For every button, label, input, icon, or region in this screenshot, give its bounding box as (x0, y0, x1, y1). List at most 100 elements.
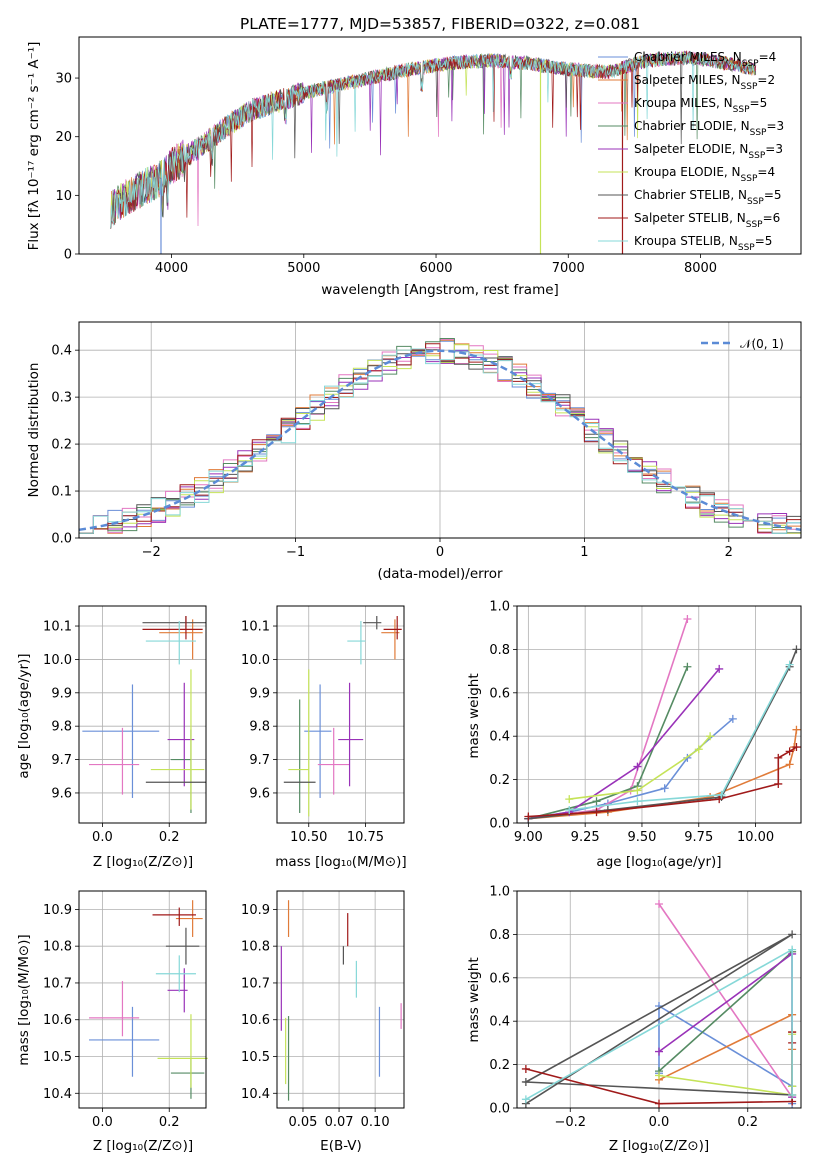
x-tick-label: 0.0 (92, 1115, 113, 1130)
x-tick-label: 0.07 (325, 1115, 354, 1130)
residual-ticks: −2 −1 0 1 2 0.0 0.1 0.2 0.3 0.4 (51, 344, 733, 560)
spectrum-legend-label-chabrier_stelib: Chabrier STELIB, NSSP=5 (634, 188, 782, 207)
weight-marker-kroupa_stelib (521, 1095, 530, 1104)
mass-vs-ebv-panel: E(B-V) 0.05 0.07 0.10 10.4 10.5 10.6 10.7 10.8 1… (241, 890, 405, 1154)
weight-marker-salpeter_stelib (715, 795, 724, 804)
y-tick-label: 10 (55, 189, 72, 204)
weight-marker-chabrier_miles (728, 714, 737, 723)
x-tick-label: 6000 (419, 261, 452, 276)
spectrum-ylabel: Flux [fλ 10⁻¹⁷ erg cm⁻² s⁻¹ A⁻¹] (26, 42, 42, 251)
x-tick-label: 0.2 (737, 1115, 758, 1130)
y-tick-label: 10.5 (241, 1050, 270, 1065)
residual-legend: 𝒩(0, 1) (701, 337, 784, 351)
y-tick-label: 10.6 (43, 1013, 72, 1028)
y-tick-label: 9.8 (249, 720, 270, 735)
weight-marker-salpeter_miles (785, 760, 794, 769)
legend-subscript: SSP (742, 59, 759, 69)
x-tick-label: 0.0 (92, 830, 113, 845)
spectrum-legend-label-salpeter_miles: Salpeter MILES, NSSP=2 (634, 73, 775, 92)
residual-histograms (78, 338, 802, 534)
weight-marker-chabrier_stelib (521, 1077, 530, 1086)
weight-marker-chabrier_elodie (683, 662, 692, 671)
y-tick-label: 10.4 (43, 1087, 72, 1102)
y-tick-label: 0.2 (489, 1058, 510, 1073)
weight-line-kroupa_miles (658, 903, 793, 1098)
weight-marker-kroupa_stelib (717, 790, 726, 799)
weight-line-chabrier_stelib (523, 933, 793, 1105)
spectrum-legend-label-kroupa_miles: Kroupa MILES, NSSP=5 (634, 96, 767, 115)
y-tick-label: 10.5 (43, 1050, 72, 1065)
axes-frame (276, 890, 405, 1109)
legend-subscript: SSP (738, 243, 755, 253)
spectrum-legend-label-kroupa_elodie: Kroupa ELODIE, NSSP=4 (634, 165, 775, 184)
x-tick-label: 7000 (552, 261, 585, 276)
x-tick-label: 9.25 (571, 830, 600, 845)
x-tick-label: −1 (286, 545, 305, 560)
legend-count: =4 (759, 50, 777, 64)
weight-line-salpeter_miles (658, 1013, 793, 1081)
mass-vs-z-panel: mass [log₁₀(M/M⊙)] Z [log₁₀(Z/Z⊙)] 0.0 0.… (16, 890, 208, 1154)
weight-marker-salpeter_stelib (521, 1064, 530, 1073)
weight-marker-chabrier_stelib (792, 645, 801, 654)
y-tick-label: 10.9 (43, 903, 72, 918)
legend-count: =6 (763, 211, 781, 225)
y-tick-label: 10.6 (241, 1013, 270, 1028)
residual-legend-label: 𝒩(0, 1) (740, 337, 784, 351)
weight-marker-salpeter_elodie (633, 762, 642, 771)
x-tick-label: 10.00 (737, 830, 774, 845)
weight-line-kroupa_stelib (569, 664, 791, 811)
x-tick-label: 0.2 (159, 1115, 180, 1130)
weight-line-chabrier_stelib (528, 649, 798, 820)
age-vs-z-panel: age [log₁₀(age/yr)] Z [log₁₀(Z/Z⊙)] 0.0 0… (16, 605, 207, 870)
legend-count: =5 (764, 188, 782, 202)
axes-frame (78, 605, 207, 824)
legend-subscript: SSP (733, 105, 750, 115)
x-tick-label: 0 (436, 545, 444, 560)
x-tick-label: 10.75 (347, 830, 384, 845)
legend-subscript: SSP (746, 220, 763, 230)
legend-count: =3 (765, 142, 783, 156)
y-tick-label: 9.9 (249, 686, 270, 701)
residual-panel: −2 −1 0 1 2 0.0 0.1 0.2 0.3 0.4 (data-model)/erro… (26, 321, 802, 582)
y-tick-label: 0.1 (51, 485, 72, 500)
y-tick-label: 1.0 (489, 600, 510, 615)
x-tick-label: 2 (725, 545, 733, 560)
weight-marker-salpeter_miles (792, 725, 801, 734)
spectrum-legend-label-chabrier_elodie: Chabrier ELODIE, NSSP=3 (634, 119, 784, 138)
weight-marker-kroupa_elodie (706, 732, 715, 741)
weight-marker-salpeter_stelib (774, 753, 783, 762)
y-tick-label: 0.2 (51, 438, 72, 453)
y-tick-label: 0.8 (489, 928, 510, 943)
weight-marker-salpeter_stelib (655, 1099, 663, 1108)
weight-marker-salpeter_stelib (774, 779, 783, 788)
spectrum-ticks: 4000 5000 6000 7000 8000 0 10 20 30 (55, 72, 717, 276)
y-tick-label: 0.4 (489, 730, 510, 745)
weight-line-salpeter_elodie (658, 952, 793, 1098)
y-tick-label: 10.1 (43, 620, 72, 635)
weight-marker-kroupa_elodie (633, 786, 642, 795)
residual-xlabel: (data-model)/error (377, 566, 503, 582)
y-tick-label: 0 (64, 248, 72, 263)
weight-marker-kroupa_stelib (785, 660, 794, 669)
y-tick-label: 10.9 (241, 903, 270, 918)
weight-marker-salpeter_stelib (524, 812, 533, 821)
y-tick-label: 10.7 (43, 976, 72, 991)
weight-marker-kroupa_miles (683, 615, 692, 624)
y-tick-label: 9.7 (51, 753, 72, 768)
weight-line-kroupa_elodie (569, 735, 711, 800)
weight-marker-salpeter_elodie (715, 664, 724, 673)
weight-vs-z-panel: mass weight Z [log₁₀(Z/Z⊙)] −0.2 0.0 0.2 0.… (466, 885, 802, 1154)
spectrum-line-kroupa_stelib (110, 51, 757, 229)
spectrum-axes-frame (78, 36, 802, 255)
y-tick-label: 10.0 (241, 653, 270, 668)
y-tick-label: 10.8 (43, 940, 72, 955)
legend-count: =4 (757, 165, 775, 179)
legend-subscript: SSP (741, 82, 758, 92)
y-tick-label: 9.9 (51, 686, 72, 701)
y-tick-label: 10.1 (241, 620, 270, 635)
mass-vs-z-xlabel: Z [log₁₀(Z/Z⊙)] (93, 1138, 193, 1154)
weight-line-salpeter_elodie (528, 668, 720, 820)
x-tick-label: 8000 (684, 261, 717, 276)
